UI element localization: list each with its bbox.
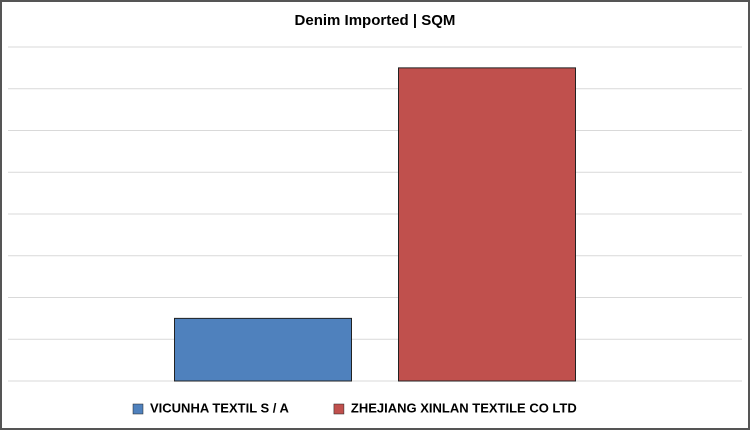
legend-label: ZHEJIANG XINLAN TEXTILE CO LTD (351, 400, 577, 415)
bar (174, 317, 352, 382)
bar (398, 67, 576, 382)
legend-swatch (132, 403, 144, 415)
legend-label: VICUNHA TEXTIL S / A (150, 400, 290, 415)
legend-swatch (333, 403, 345, 415)
chart-title: Denim Imported | SQM (295, 12, 456, 29)
